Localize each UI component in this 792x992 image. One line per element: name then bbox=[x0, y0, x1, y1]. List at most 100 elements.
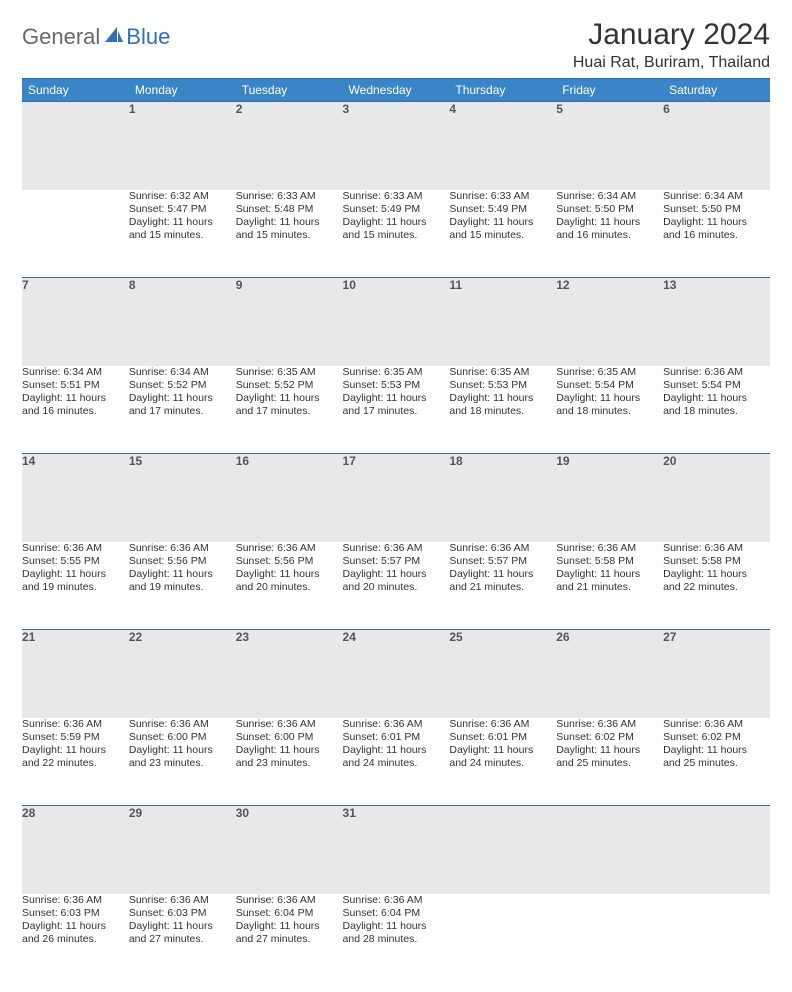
daylight-text: and 24 minutes. bbox=[343, 757, 450, 770]
day-number-cell bbox=[556, 806, 663, 894]
sunrise-text: Sunrise: 6:34 AM bbox=[663, 190, 770, 203]
day-content-cell: Sunrise: 6:36 AMSunset: 5:57 PMDaylight:… bbox=[449, 542, 556, 630]
daylight-text: and 26 minutes. bbox=[22, 933, 129, 946]
sunset-text: Sunset: 6:02 PM bbox=[663, 731, 770, 744]
day-number-row: 78910111213 bbox=[22, 278, 770, 366]
daylight-text: and 21 minutes. bbox=[449, 581, 556, 594]
day-content-cell: Sunrise: 6:36 AMSunset: 6:01 PMDaylight:… bbox=[343, 718, 450, 806]
sunset-text: Sunset: 5:55 PM bbox=[22, 555, 129, 568]
sunset-text: Sunset: 5:53 PM bbox=[449, 379, 556, 392]
sunset-text: Sunset: 6:01 PM bbox=[343, 731, 450, 744]
daylight-text: and 23 minutes. bbox=[129, 757, 236, 770]
daylight-text: Daylight: 11 hours bbox=[343, 392, 450, 405]
daylight-text: Daylight: 11 hours bbox=[129, 216, 236, 229]
sunrise-text: Sunrise: 6:36 AM bbox=[22, 542, 129, 555]
location-label: Huai Rat, Buriram, Thailand bbox=[573, 54, 770, 72]
daylight-text: Daylight: 11 hours bbox=[343, 744, 450, 757]
sunrise-text: Sunrise: 6:34 AM bbox=[129, 366, 236, 379]
daylight-text: Daylight: 11 hours bbox=[556, 216, 663, 229]
day-content-cell: Sunrise: 6:36 AMSunset: 6:04 PMDaylight:… bbox=[236, 894, 343, 982]
daylight-text: and 15 minutes. bbox=[343, 229, 450, 242]
sunrise-text: Sunrise: 6:36 AM bbox=[663, 542, 770, 555]
sunset-text: Sunset: 5:52 PM bbox=[129, 379, 236, 392]
day-number-cell: 26 bbox=[556, 630, 663, 718]
sunrise-text: Sunrise: 6:33 AM bbox=[343, 190, 450, 203]
sunset-text: Sunset: 5:49 PM bbox=[343, 203, 450, 216]
sunrise-text: Sunrise: 6:34 AM bbox=[556, 190, 663, 203]
day-number-cell: 29 bbox=[129, 806, 236, 894]
day-content-cell: Sunrise: 6:35 AMSunset: 5:53 PMDaylight:… bbox=[449, 366, 556, 454]
day-number-cell: 31 bbox=[343, 806, 450, 894]
sunset-text: Sunset: 6:04 PM bbox=[236, 907, 343, 920]
daylight-text: and 28 minutes. bbox=[343, 933, 450, 946]
day-content-row: Sunrise: 6:36 AMSunset: 5:55 PMDaylight:… bbox=[22, 542, 770, 630]
sunset-text: Sunset: 5:49 PM bbox=[449, 203, 556, 216]
brand-text-general: General bbox=[22, 24, 100, 50]
brand-text-blue: Blue bbox=[126, 24, 170, 50]
day-number-cell: 25 bbox=[449, 630, 556, 718]
sunset-text: Sunset: 5:54 PM bbox=[663, 379, 770, 392]
day-number-cell: 16 bbox=[236, 454, 343, 542]
day-content-row: Sunrise: 6:36 AMSunset: 5:59 PMDaylight:… bbox=[22, 718, 770, 806]
day-content-cell: Sunrise: 6:32 AMSunset: 5:47 PMDaylight:… bbox=[129, 190, 236, 278]
day-content-cell: Sunrise: 6:36 AMSunset: 5:58 PMDaylight:… bbox=[556, 542, 663, 630]
sunset-text: Sunset: 5:54 PM bbox=[556, 379, 663, 392]
day-number-cell bbox=[663, 806, 770, 894]
daylight-text: and 16 minutes. bbox=[556, 229, 663, 242]
day-number-cell: 30 bbox=[236, 806, 343, 894]
sunrise-text: Sunrise: 6:36 AM bbox=[343, 718, 450, 731]
daylight-text: and 18 minutes. bbox=[663, 405, 770, 418]
day-number-row: 21222324252627 bbox=[22, 630, 770, 718]
daylight-text: and 17 minutes. bbox=[343, 405, 450, 418]
daylight-text: Daylight: 11 hours bbox=[22, 568, 129, 581]
sunrise-text: Sunrise: 6:36 AM bbox=[129, 718, 236, 731]
daylight-text: Daylight: 11 hours bbox=[129, 392, 236, 405]
sunset-text: Sunset: 5:57 PM bbox=[449, 555, 556, 568]
sunset-text: Sunset: 6:00 PM bbox=[236, 731, 343, 744]
day-number-cell bbox=[22, 102, 129, 190]
daylight-text: Daylight: 11 hours bbox=[663, 744, 770, 757]
day-number-cell: 12 bbox=[556, 278, 663, 366]
weekday-header: Saturday bbox=[663, 79, 770, 102]
sunset-text: Sunset: 5:56 PM bbox=[129, 555, 236, 568]
page-header: General Blue January 2024 Huai Rat, Buri… bbox=[22, 18, 770, 72]
daylight-text: Daylight: 11 hours bbox=[129, 920, 236, 933]
day-content-row: Sunrise: 6:32 AMSunset: 5:47 PMDaylight:… bbox=[22, 190, 770, 278]
day-content-cell bbox=[556, 894, 663, 982]
daylight-text: Daylight: 11 hours bbox=[556, 744, 663, 757]
day-number-cell: 15 bbox=[129, 454, 236, 542]
daylight-text: and 23 minutes. bbox=[236, 757, 343, 770]
day-content-cell: Sunrise: 6:34 AMSunset: 5:52 PMDaylight:… bbox=[129, 366, 236, 454]
weekday-header: Sunday bbox=[22, 79, 129, 102]
daylight-text: and 19 minutes. bbox=[22, 581, 129, 594]
daylight-text: Daylight: 11 hours bbox=[236, 744, 343, 757]
day-content-cell: Sunrise: 6:34 AMSunset: 5:50 PMDaylight:… bbox=[556, 190, 663, 278]
weekday-header: Tuesday bbox=[236, 79, 343, 102]
daylight-text: Daylight: 11 hours bbox=[236, 568, 343, 581]
sunset-text: Sunset: 5:51 PM bbox=[22, 379, 129, 392]
day-content-cell bbox=[449, 894, 556, 982]
day-content-cell: Sunrise: 6:36 AMSunset: 6:02 PMDaylight:… bbox=[556, 718, 663, 806]
day-number-cell: 8 bbox=[129, 278, 236, 366]
daylight-text: Daylight: 11 hours bbox=[556, 568, 663, 581]
daylight-text: and 16 minutes. bbox=[663, 229, 770, 242]
sunset-text: Sunset: 5:57 PM bbox=[343, 555, 450, 568]
daylight-text: Daylight: 11 hours bbox=[449, 216, 556, 229]
sunrise-text: Sunrise: 6:35 AM bbox=[449, 366, 556, 379]
calendar-page: General Blue January 2024 Huai Rat, Buri… bbox=[0, 0, 792, 992]
sunrise-text: Sunrise: 6:36 AM bbox=[663, 718, 770, 731]
day-number-cell: 9 bbox=[236, 278, 343, 366]
day-number-row: 123456 bbox=[22, 102, 770, 190]
sunrise-text: Sunrise: 6:36 AM bbox=[236, 718, 343, 731]
day-content-cell: Sunrise: 6:34 AMSunset: 5:51 PMDaylight:… bbox=[22, 366, 129, 454]
sunset-text: Sunset: 5:59 PM bbox=[22, 731, 129, 744]
sunrise-text: Sunrise: 6:35 AM bbox=[343, 366, 450, 379]
day-number-cell: 4 bbox=[449, 102, 556, 190]
sunrise-text: Sunrise: 6:33 AM bbox=[236, 190, 343, 203]
sunset-text: Sunset: 5:52 PM bbox=[236, 379, 343, 392]
month-title: January 2024 bbox=[573, 18, 770, 52]
sunrise-text: Sunrise: 6:32 AM bbox=[129, 190, 236, 203]
day-content-cell: Sunrise: 6:33 AMSunset: 5:48 PMDaylight:… bbox=[236, 190, 343, 278]
day-number-cell: 20 bbox=[663, 454, 770, 542]
day-number-row: 28293031 bbox=[22, 806, 770, 894]
